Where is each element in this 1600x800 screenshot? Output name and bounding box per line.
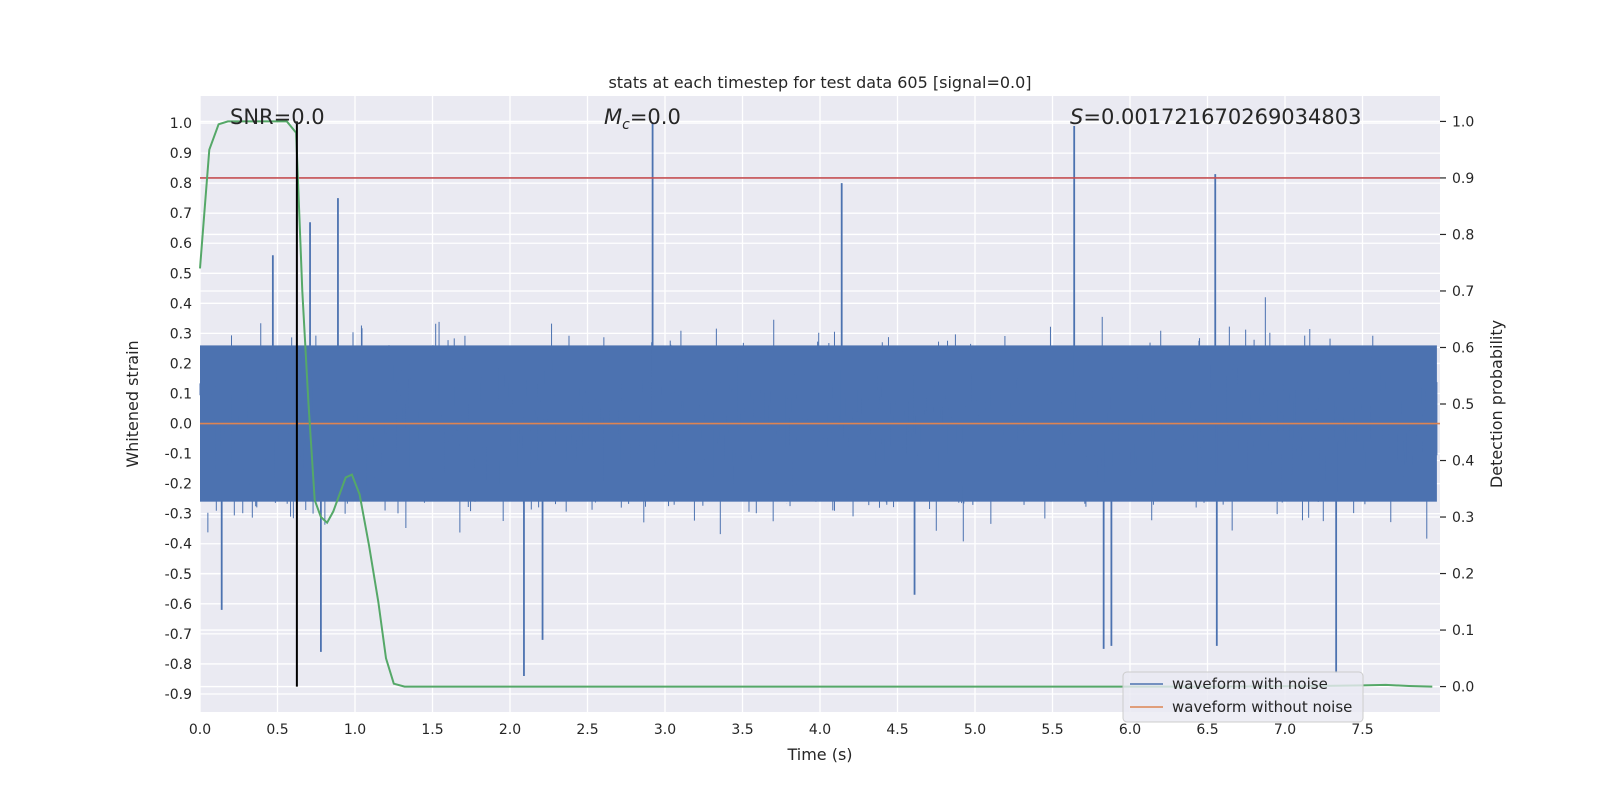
y-tick-label: -0.9: [165, 687, 192, 703]
x-tick-label: 6.5: [1196, 722, 1218, 738]
legend-label-clean: waveform without noise: [1172, 698, 1352, 716]
chirp-mass-subscript: c: [622, 117, 630, 133]
y-tick-label: 0.8: [170, 176, 192, 192]
y-tick-label: -0.2: [165, 477, 192, 493]
y-axis-label: Whitened strain: [123, 340, 142, 467]
legend-label-noise: waveform with noise: [1172, 675, 1328, 693]
y-tick-label: -0.6: [165, 597, 192, 613]
y2-tick-label: 1.0: [1452, 114, 1474, 130]
y-tick-label: 1.0: [170, 116, 192, 132]
y-tick-label: 0.3: [170, 326, 192, 342]
statistic-symbol: S: [1070, 105, 1083, 129]
chirp-mass-symbol: M: [604, 105, 622, 129]
x-tick-label: 7.0: [1274, 722, 1296, 738]
y-tick-label: 0.9: [170, 146, 192, 162]
x-tick-label: 4.5: [886, 722, 908, 738]
y2-axis-label: Detection probability: [1487, 320, 1506, 488]
y-tick-label: -0.1: [165, 447, 192, 463]
y2-tick-label: 0.3: [1452, 510, 1474, 526]
chart-title: stats at each timestep for test data 605…: [608, 73, 1031, 92]
y2-tick-label: 0.6: [1452, 340, 1474, 356]
x-tick-label: 1.5: [421, 722, 443, 738]
y2-axis-ticks: 1.0 0.9 0.8 0.7 0.6 0.5 0.4 0.3 0.2 0.1 0.0: [1440, 114, 1474, 696]
y2-tick-label: 0.2: [1452, 567, 1474, 583]
y-tick-label: -0.7: [165, 627, 192, 643]
y-tick-label: 0.5: [170, 266, 192, 282]
y-tick-label: 0.6: [170, 236, 192, 252]
y-axis-ticks: 1.0 0.9 0.8 0.7 0.6 0.5 0.4 0.3 0.2 0.1 0.0 -0.1 -0.…: [165, 116, 192, 703]
chirp-mass-value: =0.0: [630, 105, 681, 129]
y-tick-label: 0.4: [170, 296, 192, 312]
legend-box: [1122, 671, 1364, 723]
x-tick-label: 4.0: [809, 722, 831, 738]
y-tick-label: 0.2: [170, 356, 192, 372]
y2-tick-label: 0.1: [1452, 623, 1474, 639]
y2-tick-label: 0.9: [1452, 171, 1474, 187]
x-tick-label: 1.0: [344, 722, 366, 738]
x-tick-label: 0.0: [189, 722, 211, 738]
statistic-annotation: S=0.001721670269034803: [1070, 105, 1361, 129]
y2-tick-label: 0.0: [1452, 680, 1474, 696]
y2-tick-label: 0.8: [1452, 227, 1474, 243]
y2-tick-label: 0.4: [1452, 454, 1474, 470]
y-tick-label: 0.1: [170, 386, 192, 402]
x-tick-label: 2.0: [499, 722, 521, 738]
y-tick-label: 0.0: [170, 417, 192, 433]
chirp-mass-annotation: Mc=0.0: [604, 105, 681, 133]
x-tick-label: 3.0: [654, 722, 676, 738]
legend: waveform with noise waveform without noi…: [1122, 671, 1364, 723]
x-tick-label: 7.5: [1351, 722, 1373, 738]
x-tick-label: 0.5: [266, 722, 288, 738]
x-tick-label: 5.5: [1041, 722, 1063, 738]
y-tick-label: -0.5: [165, 567, 192, 583]
x-axis-ticks: 0.0 0.5 1.0 1.5 2.0 2.5 3.0 3.5 4.0 4.5 5.0 5.5 6.0 6…: [189, 722, 1374, 738]
statistic-value: =0.001721670269034803: [1083, 105, 1361, 129]
y2-tick-label: 0.7: [1452, 284, 1474, 300]
y-tick-label: -0.8: [165, 657, 192, 673]
x-tick-label: 3.5: [731, 722, 753, 738]
y-tick-label: -0.3: [165, 507, 192, 523]
y-tick-label: -0.4: [165, 537, 192, 553]
y2-tick-label: 0.5: [1452, 397, 1474, 413]
x-tick-label: 5.0: [964, 722, 986, 738]
x-axis-label: Time (s): [786, 745, 852, 764]
x-tick-label: 2.5: [576, 722, 598, 738]
x-tick-label: 6.0: [1119, 722, 1141, 738]
snr-annotation: SNR=0.0: [230, 105, 325, 129]
y-tick-label: 0.7: [170, 206, 192, 222]
